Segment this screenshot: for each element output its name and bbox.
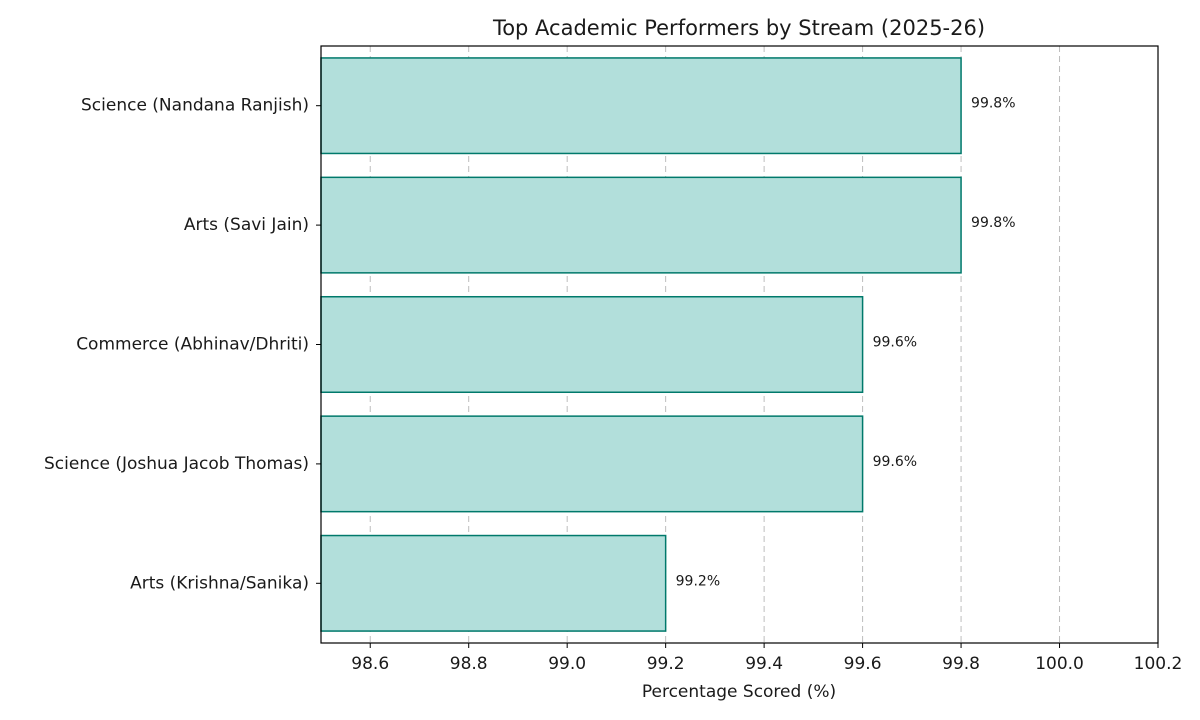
x-axis-ticks: 98.6 98.8 99.0 99.2 99.4 99.6 99.8 100.0 100.2 xyxy=(316,105,1183,674)
bars xyxy=(320,57,962,632)
category-label: Arts (Krishna/Sanika) xyxy=(130,573,309,593)
bar-value-label: 99.2% xyxy=(676,573,720,589)
category-label: Science (Joshua Jacob Thomas) xyxy=(44,454,309,474)
category-label: Science (Nandana Ranjish) xyxy=(81,96,309,116)
axes-frame xyxy=(320,45,1159,644)
x-tick-label: 99.2 xyxy=(647,654,685,674)
chart-title: Top Academic Performers by Stream (2025-… xyxy=(492,16,985,40)
bar-value-label: 99.8% xyxy=(971,215,1015,231)
category-label: Commerce (Abhinav/Dhriti) xyxy=(76,335,309,355)
x-tick-label: 99.0 xyxy=(548,654,586,674)
bar xyxy=(320,534,667,632)
category-labels: Science (Nandana Ranjish) Arts (Savi Jain… xyxy=(44,96,309,594)
category-label: Arts (Savi Jain) xyxy=(184,215,309,235)
x-tick-label: 99.4 xyxy=(745,654,783,674)
x-tick-label: 100.0 xyxy=(1035,654,1084,674)
x-axis-label: Percentage Scored (%) xyxy=(642,682,836,702)
bar xyxy=(320,415,864,513)
bar xyxy=(320,57,962,155)
x-tick-label: 98.8 xyxy=(450,654,488,674)
x-tick-label: 99.6 xyxy=(844,654,882,674)
x-tick-label: 100.2 xyxy=(1134,654,1183,674)
x-tick-label: 99.8 xyxy=(942,654,980,674)
data-labels: 99.8% 99.8% 99.6% 99.6% 99.2% xyxy=(676,96,1016,590)
bar-value-label: 99.6% xyxy=(873,454,917,470)
bar-value-label: 99.8% xyxy=(971,96,1015,112)
bar-value-label: 99.6% xyxy=(873,335,917,351)
x-tick-label: 98.6 xyxy=(351,654,389,674)
bar xyxy=(320,295,864,394)
bar xyxy=(320,176,962,274)
